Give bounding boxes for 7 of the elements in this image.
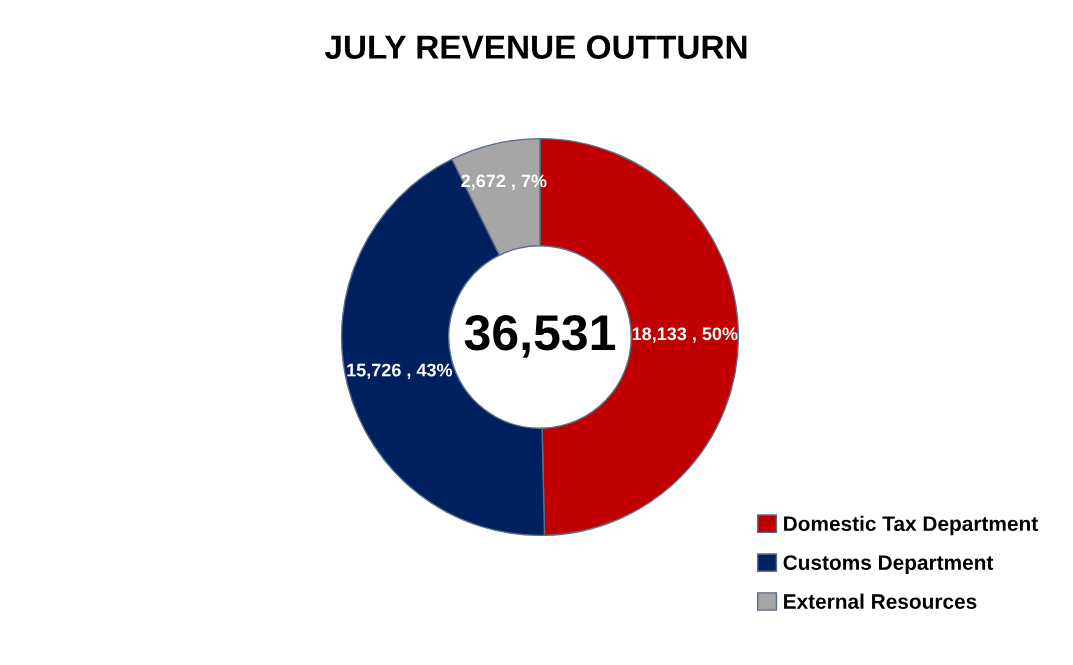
legend-label: Domestic Tax Department bbox=[784, 515, 1038, 536]
chart-title: JULY REVENUE OUTTURN bbox=[324, 35, 747, 59]
legend-label: External Resources bbox=[784, 593, 977, 609]
data-label: 18,133 , 50% bbox=[632, 327, 738, 343]
text: 36,531 bbox=[464, 315, 616, 358]
data-label: 15,726 , 43% bbox=[347, 363, 453, 380]
legend-label: Customs Department bbox=[783, 555, 994, 575]
